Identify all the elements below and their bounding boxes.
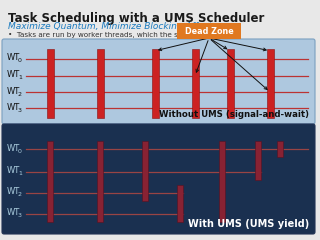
Text: 1: 1 bbox=[18, 171, 22, 176]
FancyBboxPatch shape bbox=[2, 39, 315, 124]
Text: WT: WT bbox=[7, 103, 20, 112]
Text: 0: 0 bbox=[18, 149, 22, 154]
Text: •  Tasks are run by worker threads, which the scheduler controls: • Tasks are run by worker threads, which… bbox=[8, 32, 241, 38]
Text: With UMS (UMS yield): With UMS (UMS yield) bbox=[188, 219, 309, 229]
Bar bbox=[219, 141, 225, 222]
Bar bbox=[97, 49, 103, 118]
Text: 0: 0 bbox=[18, 58, 22, 63]
Text: WT: WT bbox=[7, 209, 20, 217]
FancyBboxPatch shape bbox=[2, 124, 315, 234]
Text: WT: WT bbox=[7, 166, 20, 175]
Text: 3: 3 bbox=[18, 108, 22, 113]
Bar bbox=[191, 49, 198, 118]
Bar bbox=[97, 141, 103, 222]
Bar bbox=[277, 141, 283, 157]
Text: WT: WT bbox=[7, 70, 20, 79]
Bar bbox=[227, 49, 234, 118]
Text: Task Scheduling with a UMS Scheduler: Task Scheduling with a UMS Scheduler bbox=[8, 12, 264, 25]
Text: WT: WT bbox=[7, 187, 20, 196]
Text: Dead Zone: Dead Zone bbox=[185, 26, 233, 36]
Bar bbox=[267, 49, 274, 118]
FancyBboxPatch shape bbox=[177, 23, 241, 39]
Bar bbox=[46, 49, 53, 118]
Text: 2: 2 bbox=[18, 91, 22, 96]
Bar bbox=[151, 49, 158, 118]
Text: 3: 3 bbox=[18, 214, 22, 218]
Text: WT: WT bbox=[7, 144, 20, 153]
Bar bbox=[255, 141, 261, 180]
Bar bbox=[142, 141, 148, 201]
Text: WT: WT bbox=[7, 87, 20, 96]
Text: WT: WT bbox=[7, 53, 20, 62]
Bar bbox=[177, 185, 183, 222]
Text: Maximize Quantum, Minimize Blocking Affects: Maximize Quantum, Minimize Blocking Affe… bbox=[8, 22, 217, 31]
Text: 1: 1 bbox=[18, 75, 22, 80]
Text: 2: 2 bbox=[18, 192, 22, 197]
Bar bbox=[47, 141, 53, 222]
Text: Without UMS (signal-and-wait): Without UMS (signal-and-wait) bbox=[159, 110, 309, 119]
